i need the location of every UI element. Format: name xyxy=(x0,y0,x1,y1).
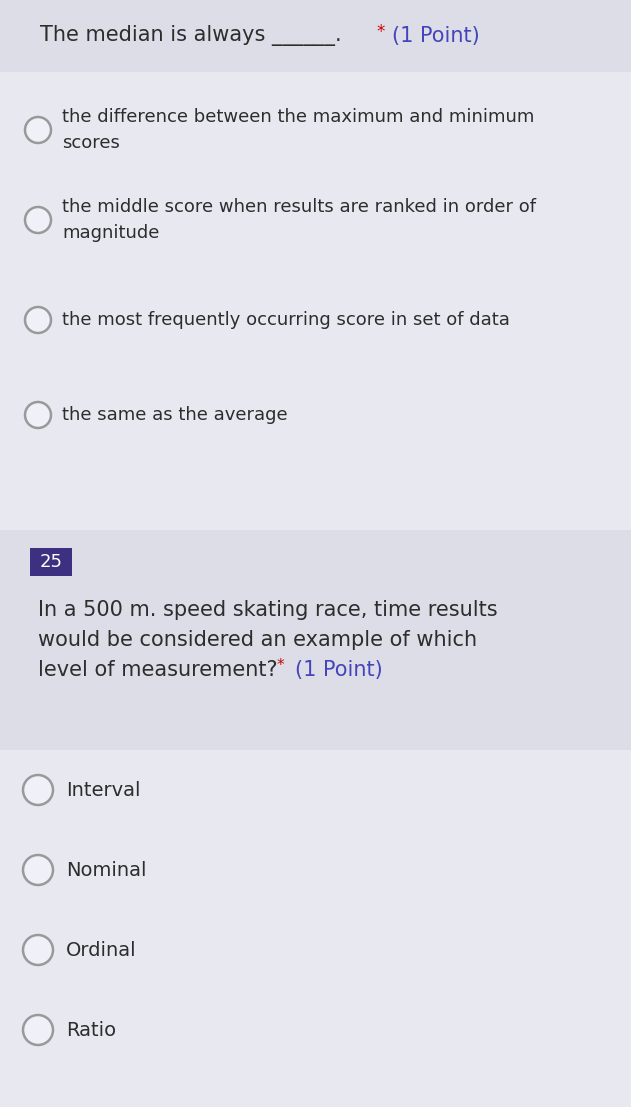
Circle shape xyxy=(23,775,53,805)
FancyBboxPatch shape xyxy=(30,548,72,576)
Text: the same as the average: the same as the average xyxy=(62,406,288,424)
Text: the most frequently occurring score in set of data: the most frequently occurring score in s… xyxy=(62,311,510,329)
Text: *: * xyxy=(277,658,285,673)
FancyBboxPatch shape xyxy=(0,0,631,72)
Text: (1 Point): (1 Point) xyxy=(392,25,480,46)
Circle shape xyxy=(25,402,51,428)
Text: the middle score when results are ranked in order of
magnitude: the middle score when results are ranked… xyxy=(62,198,536,242)
Circle shape xyxy=(25,117,51,143)
Text: the difference between the maximum and minimum
scores: the difference between the maximum and m… xyxy=(62,107,534,152)
Text: The median is always ______.: The median is always ______. xyxy=(40,25,341,46)
Text: would be considered an example of which: would be considered an example of which xyxy=(38,630,477,650)
Circle shape xyxy=(23,855,53,884)
Text: Ordinal: Ordinal xyxy=(66,941,137,960)
Text: Nominal: Nominal xyxy=(66,860,146,879)
Circle shape xyxy=(23,935,53,965)
Text: Interval: Interval xyxy=(66,780,141,799)
Text: In a 500 m. speed skating race, time results: In a 500 m. speed skating race, time res… xyxy=(38,600,498,620)
FancyBboxPatch shape xyxy=(0,530,631,751)
Text: level of measurement?: level of measurement? xyxy=(38,660,278,680)
Text: 25: 25 xyxy=(40,554,62,571)
Text: *: * xyxy=(376,23,384,41)
Circle shape xyxy=(23,1015,53,1045)
Circle shape xyxy=(25,307,51,333)
Text: (1 Point): (1 Point) xyxy=(295,660,383,680)
Text: Ratio: Ratio xyxy=(66,1021,116,1039)
Circle shape xyxy=(25,207,51,232)
